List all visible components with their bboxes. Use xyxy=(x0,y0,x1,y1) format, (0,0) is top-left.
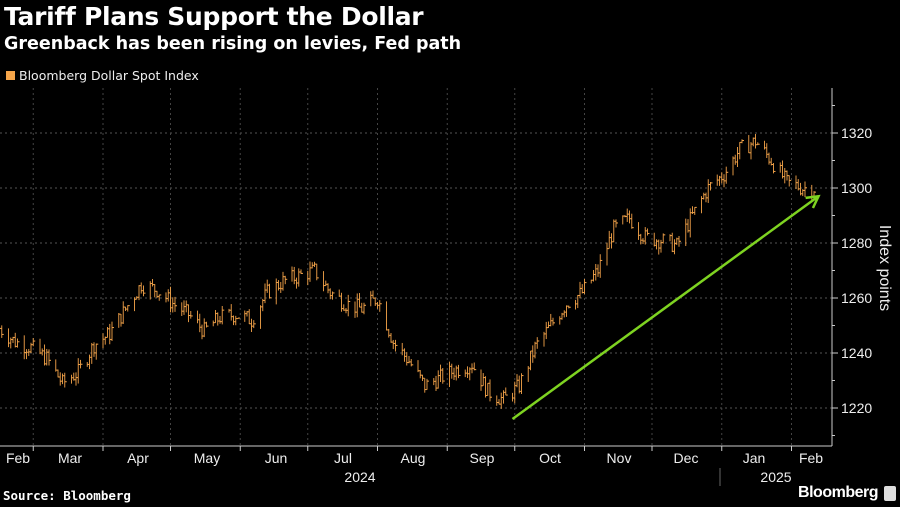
y-axis-label: Index points xyxy=(876,225,893,311)
x-tick-label: Feb xyxy=(6,450,30,466)
y-tick-label: 1280 xyxy=(841,235,872,251)
legend-label: Bloomberg Dollar Spot Index xyxy=(19,68,199,83)
x-tick-label: Apr xyxy=(127,450,149,466)
annotations xyxy=(511,194,821,421)
y-tick-label: 1220 xyxy=(841,400,872,416)
y-tick-label: 1260 xyxy=(841,290,872,306)
x-tick-label: Mar xyxy=(58,450,82,466)
bloomberg-chart-icon xyxy=(884,485,896,501)
chart-title: Tariff Plans Support the Dollar xyxy=(4,2,424,31)
source-note: Source: Bloomberg xyxy=(3,488,131,503)
year-label: 2025 xyxy=(760,469,791,485)
price-bars xyxy=(0,133,816,409)
year-label: 2024 xyxy=(344,469,375,485)
trend-arrow-head-icon xyxy=(805,194,821,209)
chart-subtitle: Greenback has been rising on levies, Fed… xyxy=(4,34,462,54)
y-tick-label: 1320 xyxy=(841,125,872,141)
brand-name: Bloomberg xyxy=(798,484,878,501)
legend-swatch xyxy=(6,71,15,80)
x-tick-label: Feb xyxy=(799,450,823,466)
x-tick-label: Nov xyxy=(607,450,632,466)
y-tick-label: 1300 xyxy=(841,180,872,196)
x-tick-label: Dec xyxy=(674,450,699,466)
x-tick-label: Oct xyxy=(539,450,561,466)
x-tick-label: Jan xyxy=(743,450,766,466)
x-tick-label: Aug xyxy=(401,450,426,466)
x-tick-label: Jul xyxy=(334,450,352,466)
bloomberg-logo: Bloomberg xyxy=(798,484,896,502)
grid xyxy=(0,88,832,446)
legend: Bloomberg Dollar Spot Index xyxy=(6,68,199,83)
x-tick-label: May xyxy=(194,450,220,466)
y-tick-label: 1240 xyxy=(841,345,872,361)
trend-arrow-line xyxy=(511,195,820,421)
x-tick-label: Jun xyxy=(265,450,288,466)
x-tick-label: Sep xyxy=(470,450,495,466)
axes: 1220 1240 1260 1280 1300 1320 Feb Mar Apr May Jun J… xyxy=(0,88,872,486)
